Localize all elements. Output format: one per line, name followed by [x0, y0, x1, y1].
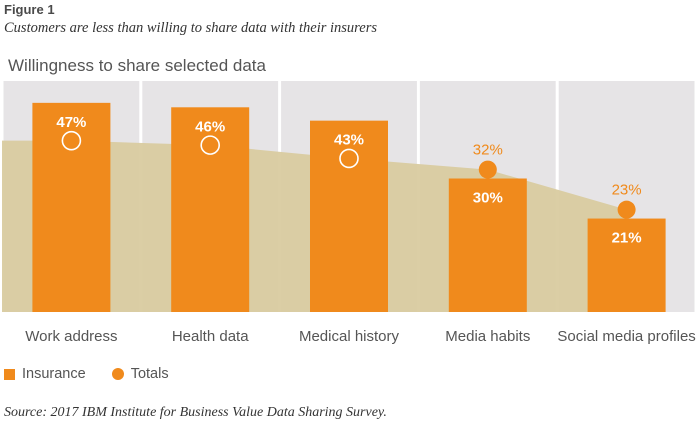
totals-value-label: 23%	[612, 182, 642, 199]
legend-label-totals: Totals	[130, 366, 169, 382]
figure-label: Figure 1	[4, 2, 55, 17]
totals-marker	[61, 130, 82, 151]
bar-insurance	[587, 218, 666, 312]
x-tick-label: Medical history	[299, 328, 400, 345]
bar-value-label: 47%	[56, 114, 86, 131]
figure-caption: Customers are less than willing to share…	[4, 20, 377, 36]
totals-value-label: 32%	[473, 142, 503, 159]
bar-chart: 47% 46% 43% 30% 21% 32% 23% Work address Healt…	[2, 81, 696, 345]
bar-insurance	[171, 107, 250, 312]
legend-label-insurance: Insurance	[22, 366, 86, 382]
legend-item-insurance: Insurance	[4, 366, 86, 382]
bar-value-label: 46%	[195, 118, 225, 135]
legend-item-totals: Totals	[111, 366, 169, 382]
x-tick-label: Work address	[25, 328, 117, 345]
totals-marker	[200, 135, 220, 155]
bar-insurance	[310, 120, 388, 313]
totals-marker	[339, 148, 359, 169]
x-tick-label: Health data	[172, 328, 249, 345]
bar-insurance	[32, 102, 111, 312]
bar-value-label: 30%	[473, 190, 503, 207]
totals-marker	[617, 200, 636, 219]
x-tick-label: Media habits	[445, 328, 530, 345]
bar-value-label: 21%	[612, 230, 642, 247]
totals-marker	[478, 160, 497, 179]
bar-insurance	[448, 178, 527, 312]
chart-title: Willingness to share selected data	[8, 56, 266, 75]
legend-swatch-totals	[111, 368, 124, 380]
bar-value-label: 43%	[334, 132, 364, 149]
legend: Insurance Totals	[4, 366, 195, 382]
legend-swatch-insurance	[4, 368, 15, 380]
x-tick-label: Social media profiles	[557, 328, 695, 345]
source-note: Source: 2017 IBM Institute for Business …	[4, 405, 387, 420]
